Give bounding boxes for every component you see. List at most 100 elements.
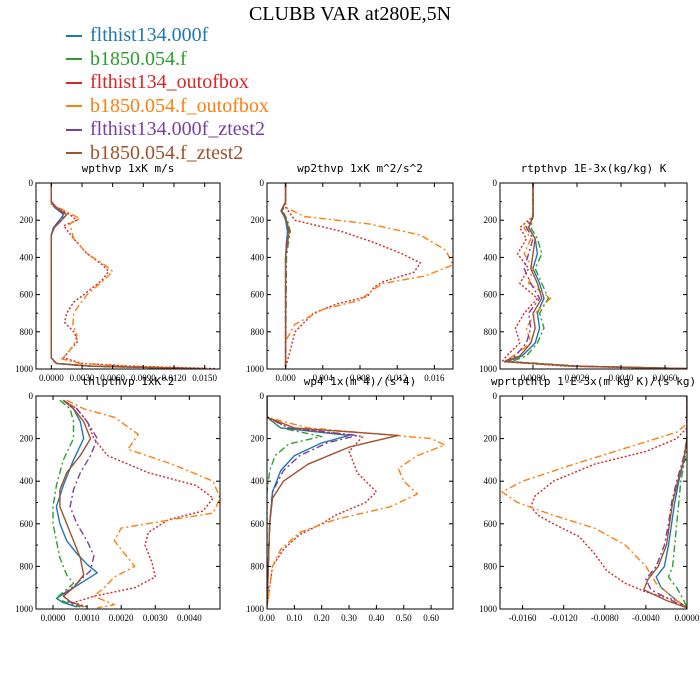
series-line-b1850-054-f-ztest2 xyxy=(643,396,687,609)
series-line-b1850-054-f xyxy=(282,183,291,368)
y-tick-label: 400 xyxy=(20,252,34,262)
legend-swatch xyxy=(66,34,82,37)
series-line-flthist134-outofbox xyxy=(284,183,422,368)
panel-3: rtpthvp 1E-3x(kg/kg) K 0 200 400 600 800 1000 0… xyxy=(479,162,688,383)
y-tick-label: 600 xyxy=(20,519,34,529)
x-tick-label: 0.0000 xyxy=(39,373,64,383)
x-tick-label: 0.50 xyxy=(396,613,412,623)
x-tick-label: 0.60 xyxy=(423,613,439,623)
series-line-flthist134-outofbox xyxy=(50,183,215,369)
figure-title: CLUBB VAR at280E,5N xyxy=(248,3,452,25)
series-line-flthist134-000f-ztest2 xyxy=(50,183,203,369)
x-tick-label: 0.40 xyxy=(369,613,385,623)
y-tick-label: 800 xyxy=(20,561,34,571)
legend-label: b1850.054.f_ztest2 xyxy=(90,141,244,164)
y-tick-label: 800 xyxy=(20,327,34,337)
x-tick-label: 0.008 xyxy=(350,373,371,383)
y-tick-label: 1000 xyxy=(246,364,265,374)
y-tick-label: 0 xyxy=(493,391,498,401)
legend-label: flthist134_outofbox xyxy=(90,71,249,94)
series-line-flthist134-000f-ztest2 xyxy=(645,396,687,609)
series-line-b1850-054-f xyxy=(50,183,195,369)
panel-4: thlpthvp 1xK^2 0 200 400 600 800 1000 0.0000 0.0… xyxy=(15,375,221,623)
series-line-b1850-054-f-outofbox xyxy=(501,396,687,609)
y-tick-label: 800 xyxy=(251,327,265,337)
legend-entry: b1850.054.f_ztest2 xyxy=(66,142,269,166)
legend-swatch xyxy=(66,105,82,108)
series-line-b1850-054-f-ztest2 xyxy=(280,183,290,368)
y-tick-label: 200 xyxy=(20,434,34,444)
legend-swatch xyxy=(66,58,82,61)
y-tick-label: 800 xyxy=(484,327,498,337)
plot-frame xyxy=(499,182,688,370)
y-tick-label: 0 xyxy=(29,391,34,401)
legend-entry: flthist134_outofbox xyxy=(66,71,269,95)
plot-frame xyxy=(35,182,221,370)
x-tick-label: 0.20 xyxy=(314,613,330,623)
x-tick-label: 0.0010 xyxy=(75,613,100,623)
x-tick-label: 0.016 xyxy=(424,373,445,383)
x-tick-label: 0.10 xyxy=(286,613,302,623)
y-tick-label: 400 xyxy=(251,252,265,262)
series-line-b1850-054-f-ztest2 xyxy=(59,399,92,608)
x-tick-label: 0.0020 xyxy=(565,373,590,383)
y-tick-label: 200 xyxy=(484,215,498,225)
y-tick-label: 600 xyxy=(484,290,498,300)
legend: flthist134.000f b1850.054.f flthist134_o… xyxy=(66,24,269,165)
x-tick-label: 0.00 xyxy=(259,613,275,623)
x-tick-label: 0.0000 xyxy=(41,613,66,623)
x-tick-label: 0.0060 xyxy=(100,373,125,383)
y-tick-label: 800 xyxy=(484,561,498,571)
panel-title: thlpthvp 1xK^2 xyxy=(82,375,175,388)
series-line-flthist134-outofbox xyxy=(530,396,687,609)
legend-label: b1850.054.f xyxy=(90,47,187,70)
y-tick-label: 0 xyxy=(260,178,265,188)
x-tick-label: 0.000 xyxy=(275,373,296,383)
series-line-flthist134-000f-ztest2 xyxy=(267,396,358,607)
y-tick-label: 600 xyxy=(251,519,265,529)
panel-2: wp2thvp 1xK m^2/s^2 0 200 400 600 800 1000 0.00… xyxy=(246,162,454,383)
y-tick-label: 1000 xyxy=(479,364,498,374)
x-tick-label: -0.0160 xyxy=(509,613,537,623)
legend-label: flthist134.000f xyxy=(90,24,209,47)
series-line-b1850-054-f xyxy=(52,399,81,608)
series-line-b1850-054-f-outofbox xyxy=(503,183,683,369)
series-line-b1850-054-f xyxy=(510,183,687,369)
y-tick-label: 1000 xyxy=(479,604,498,614)
series-line-b1850-054-f-outofbox xyxy=(50,183,210,369)
series-line-flthist134-000f xyxy=(50,183,205,369)
legend-swatch xyxy=(66,152,82,155)
series-line-flthist134-000f-ztest2 xyxy=(62,399,98,608)
y-tick-label: 1000 xyxy=(246,604,265,614)
legend-label: b1850.054.f_outofbox xyxy=(90,94,269,117)
panel-title: wp2thvp 1xK m^2/s^2 xyxy=(297,162,423,175)
legend-entry: flthist134.000f_ztest2 xyxy=(66,118,269,142)
legend-swatch xyxy=(66,81,82,84)
x-tick-label: 0.0030 xyxy=(143,613,168,623)
x-tick-label: 0.0060 xyxy=(653,373,678,383)
panel-6: wprtpthlp 1-E-3x(m kg K)/(s kg) 0 200 400 60… xyxy=(479,375,700,623)
y-tick-label: 600 xyxy=(251,290,265,300)
panel-1: wpthvp 1xK m/s 0 200 400 600 800 1000 0.0000 0.0… xyxy=(15,162,221,383)
x-tick-label: 0.0020 xyxy=(109,613,134,623)
x-tick-label: -0.0120 xyxy=(550,613,578,623)
plot-frame xyxy=(35,395,221,610)
plot-frame xyxy=(499,395,688,610)
y-tick-label: 0 xyxy=(493,178,498,188)
plot-frame xyxy=(266,182,454,370)
y-tick-label: 400 xyxy=(20,476,34,486)
y-tick-label: 600 xyxy=(484,519,498,529)
y-tick-label: 200 xyxy=(20,215,34,225)
legend-entry: b1850.054.f_outofbox xyxy=(66,95,269,119)
y-tick-label: 200 xyxy=(251,434,265,444)
x-tick-label: 0.0150 xyxy=(192,373,217,383)
y-tick-label: 1000 xyxy=(15,364,34,374)
x-tick-label: 0.0000 xyxy=(521,373,546,383)
x-tick-label: 0.004 xyxy=(313,373,334,383)
series-line-flthist134-000f xyxy=(55,399,98,608)
panel-title: wpthvp 1xK m/s xyxy=(82,162,175,175)
legend-entry: flthist134.000f xyxy=(66,24,269,48)
x-tick-label: 0.0040 xyxy=(177,613,202,623)
